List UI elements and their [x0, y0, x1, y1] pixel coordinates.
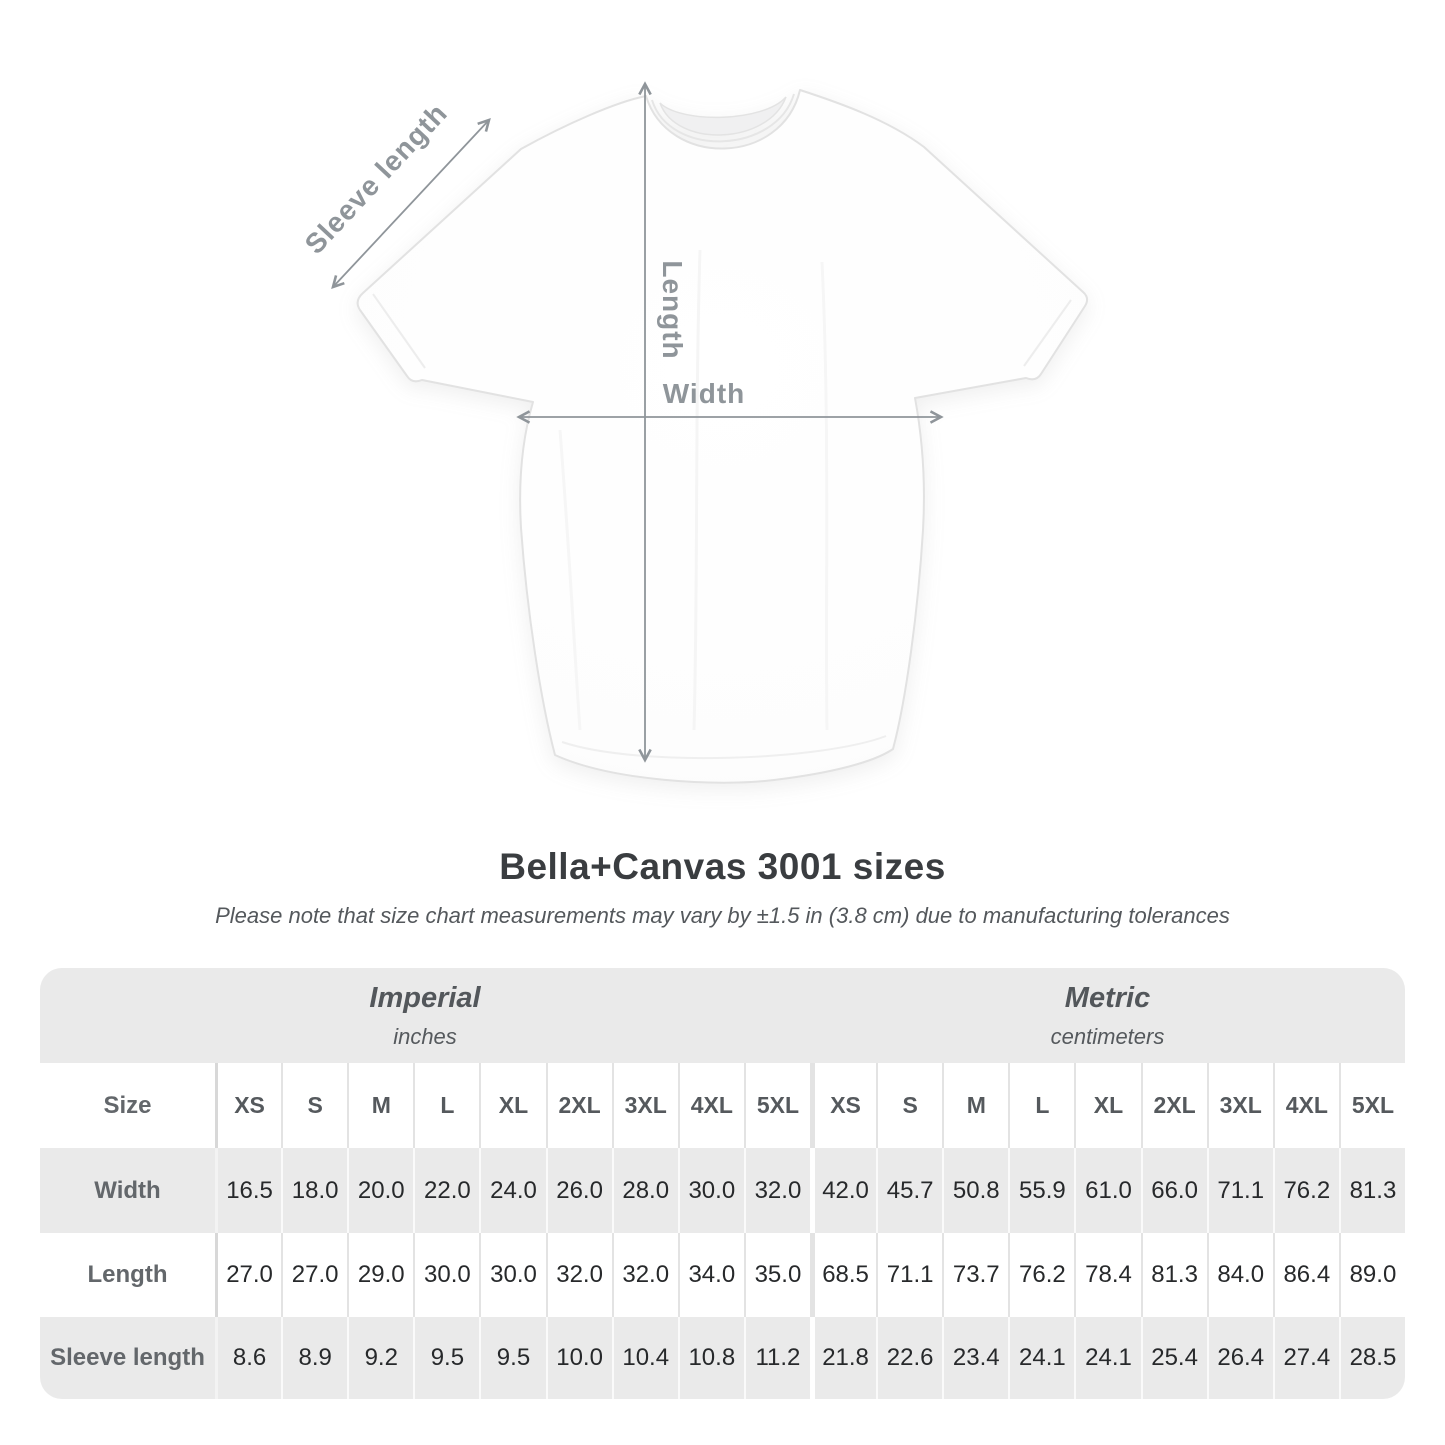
size-header-cell: 4XL: [677, 1063, 744, 1148]
size-header-cell: XL: [1074, 1063, 1141, 1148]
value-cell: 42.0: [810, 1148, 877, 1233]
value-cell: 76.2: [1272, 1148, 1339, 1233]
value-cell: 22.0: [413, 1148, 480, 1233]
tshirt-measurement-diagram: Sleeve length Length Width: [299, 81, 1089, 784]
size-header-cell: 5XL: [1338, 1063, 1405, 1148]
value-cell: 35.0: [743, 1233, 810, 1317]
unit-group-unit: centimeters: [1050, 1023, 1165, 1049]
value-cell: 71.1: [1206, 1148, 1273, 1233]
value-cell: 22.6: [876, 1317, 943, 1399]
value-cell: 27.4: [1272, 1317, 1339, 1399]
size-header-cell: S: [281, 1063, 348, 1148]
value-cell: 76.2: [1008, 1233, 1075, 1317]
unit-group-name: Imperial: [369, 981, 481, 1014]
value-cell: 25.4: [1140, 1317, 1207, 1399]
value-cell: 66.0: [1140, 1148, 1207, 1233]
value-cell: 78.4: [1074, 1233, 1141, 1317]
size-column-header: Size: [40, 1063, 215, 1148]
size-header-cell: M: [347, 1063, 414, 1148]
value-cell: 30.0: [413, 1233, 480, 1317]
value-cell: 8.6: [215, 1317, 282, 1399]
size-header-cell: 3XL: [611, 1063, 678, 1148]
size-header-cell: 4XL: [1272, 1063, 1339, 1148]
width-arrow-label: Width: [663, 378, 746, 409]
value-cell: 84.0: [1206, 1233, 1273, 1317]
value-cell: 30.0: [479, 1233, 546, 1317]
size-header-cell: 5XL: [743, 1063, 810, 1148]
value-cell: 86.4: [1272, 1233, 1339, 1317]
value-cell: 50.8: [942, 1148, 1009, 1233]
value-cell: 73.7: [942, 1233, 1009, 1317]
tshirt-graphic: [356, 89, 1089, 784]
value-cell: 21.8: [810, 1317, 877, 1399]
value-cell: 11.2: [743, 1317, 810, 1399]
size-header-cell: S: [876, 1063, 943, 1148]
value-cell: 24.0: [479, 1148, 546, 1233]
value-cell: 34.0: [677, 1233, 744, 1317]
value-cell: 10.8: [677, 1317, 744, 1399]
value-cell: 24.1: [1074, 1317, 1141, 1399]
value-cell: 45.7: [876, 1148, 943, 1233]
value-cell: 55.9: [1008, 1148, 1075, 1233]
value-cell: 26.0: [545, 1148, 612, 1233]
size-header-cell: XL: [479, 1063, 546, 1148]
unit-group-name: Metric: [1064, 981, 1151, 1014]
size-header-cell: L: [1008, 1063, 1075, 1148]
sleeve-length-arrow: [331, 118, 491, 289]
value-cell: 18.0: [281, 1148, 348, 1233]
value-cell: 16.5: [215, 1148, 282, 1233]
unit-group-unit: inches: [393, 1023, 457, 1049]
value-cell: 26.4: [1206, 1317, 1273, 1399]
size-header-cell: 2XL: [1140, 1063, 1207, 1148]
value-cell: 32.0: [743, 1148, 810, 1233]
value-cell: 61.0: [1074, 1148, 1141, 1233]
value-cell: 71.1: [876, 1233, 943, 1317]
size-header-cell: XS: [810, 1063, 877, 1148]
collar-shading: [659, 96, 787, 136]
value-cell: 30.0: [677, 1148, 744, 1233]
row-label: Length: [40, 1233, 215, 1317]
value-cell: 81.3: [1338, 1148, 1405, 1233]
value-cell: 10.4: [611, 1317, 678, 1399]
size-header-cell: XS: [215, 1063, 282, 1148]
value-cell: 68.5: [810, 1233, 877, 1317]
value-cell: 9.5: [479, 1317, 546, 1399]
row-label: Width: [40, 1148, 215, 1233]
size-header-cell: M: [942, 1063, 1009, 1148]
value-cell: 28.0: [611, 1148, 678, 1233]
page-title: Bella+Canvas 3001 sizes: [499, 846, 946, 887]
page-subtitle: Please note that size chart measurements…: [215, 903, 1230, 928]
value-cell: 8.9: [281, 1317, 348, 1399]
unit-group-imperial: Imperial inches: [40, 968, 810, 1063]
length-arrow-label: Length: [657, 260, 688, 359]
size-header-cell: 3XL: [1206, 1063, 1273, 1148]
unit-group-metric: Metric centimeters: [810, 968, 1405, 1063]
value-cell: 10.0: [545, 1317, 612, 1399]
sizes-table: Imperial inches Metric centimeters Size X…: [40, 968, 1405, 1399]
value-cell: 9.2: [347, 1317, 414, 1399]
value-cell: 28.5: [1338, 1317, 1405, 1399]
size-header-cell: 2XL: [545, 1063, 612, 1148]
value-cell: 24.1: [1008, 1317, 1075, 1399]
value-cell: 20.0: [347, 1148, 414, 1233]
size-header-cell: L: [413, 1063, 480, 1148]
value-cell: 27.0: [281, 1233, 348, 1317]
value-cell: 32.0: [611, 1233, 678, 1317]
value-cell: 9.5: [413, 1317, 480, 1399]
value-cell: 81.3: [1140, 1233, 1207, 1317]
value-cell: 32.0: [545, 1233, 612, 1317]
value-cell: 29.0: [347, 1233, 414, 1317]
value-cell: 27.0: [215, 1233, 282, 1317]
value-cell: 89.0: [1338, 1233, 1405, 1317]
row-label: Sleeve length: [40, 1317, 215, 1399]
value-cell: 23.4: [942, 1317, 1009, 1399]
